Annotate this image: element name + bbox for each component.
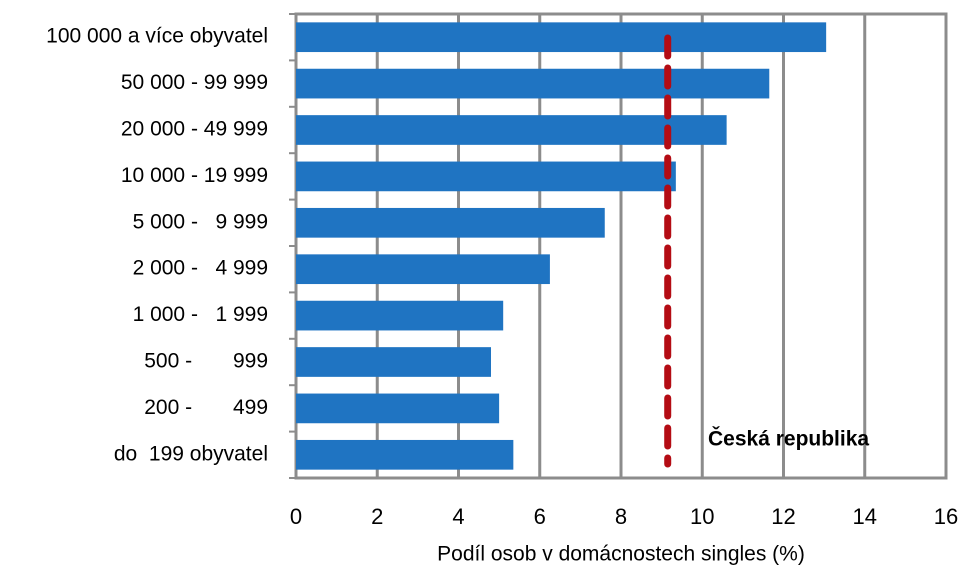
bar [296,347,491,377]
y-tick-label: 200 - 499 [144,396,268,419]
bar [296,254,550,285]
bar [296,207,605,238]
y-tick-label: 500 - 999 [144,350,268,373]
bar [296,115,727,145]
bar [296,68,770,99]
x-tick-label: 16 [934,504,958,529]
x-tick-label: 0 [290,504,302,529]
y-tick-label: 5 000 - 9 999 [133,210,268,233]
x-tick-label: 14 [853,504,877,529]
x-tick-label: 4 [452,504,464,529]
x-tick-label: 8 [615,504,627,529]
x-tick-label: 10 [690,504,714,529]
y-tick-label: 50 000 - 99 999 [121,71,268,94]
reference-label: Česká republika [708,427,869,451]
y-tick-label: 20 000 - 49 999 [121,118,268,141]
bar [296,300,504,331]
y-tick-label: 2 000 - 4 999 [133,257,268,280]
y-tick-label: 10 000 - 19 999 [121,164,268,187]
y-tick-label: do 199 obyvatel [114,442,268,465]
x-tick-label: 2 [371,504,383,529]
x-tick-label: 6 [534,504,546,529]
bar [296,393,500,424]
y-tick-label: 1 000 - 1 999 [133,303,268,326]
x-tick-label: 12 [771,504,795,529]
x-axis-label: Podíl osob v domácnostech singles (%) [437,543,805,566]
y-tick-label: 100 000 a více obyvatel [46,25,268,48]
bar [296,22,827,53]
bar [296,161,676,192]
bar [296,439,514,470]
